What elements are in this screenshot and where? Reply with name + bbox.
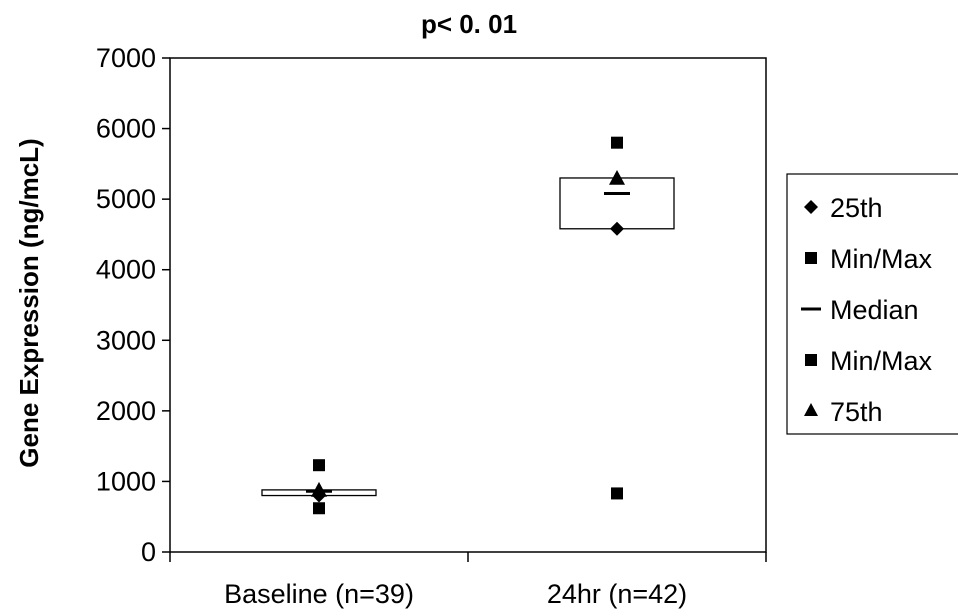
x-tick-label: 24hr (n=42) <box>547 579 687 609</box>
x-axis: Baseline (n=39) 24hr (n=42) <box>169 552 767 609</box>
y-tick-label: 1000 <box>96 466 156 496</box>
y-tick-label: 7000 <box>96 43 156 73</box>
max-marker <box>611 136 623 149</box>
y-axis-label: Gene Expression (ng/mcL) <box>14 138 44 467</box>
box-group <box>261 459 377 515</box>
legend-item: 25th <box>804 193 883 223</box>
legend-label: Min/Max <box>830 244 933 274</box>
legend-label: 75th <box>830 397 883 427</box>
legend-label: Min/Max <box>830 346 933 376</box>
legend-label: 25th <box>830 193 883 223</box>
min-marker <box>611 487 623 500</box>
plot-area <box>169 57 767 553</box>
legend-item: 75th <box>804 397 883 427</box>
boxes <box>261 136 675 515</box>
chart-title: p< 0. 01 <box>421 9 517 39</box>
y-tick-label: 4000 <box>96 255 156 285</box>
y-axis: 0 1000 2000 3000 4000 5000 6000 7000 <box>96 43 170 567</box>
box-group <box>559 136 675 500</box>
legend-label: Median <box>830 295 919 325</box>
max-marker <box>313 459 325 472</box>
y-tick-label: 0 <box>141 537 156 567</box>
p75-marker <box>311 481 327 497</box>
legend-item: Min/Max <box>805 244 933 274</box>
y-tick-label: 2000 <box>96 396 156 426</box>
legend-triangle-icon <box>804 403 818 416</box>
legend-item: Min/Max <box>805 346 933 376</box>
legend: 25th Min/Max Median Min/Max 75th <box>786 173 958 435</box>
legend-square-icon <box>805 252 817 264</box>
p75-marker <box>609 169 625 185</box>
y-tick-label: 3000 <box>96 325 156 355</box>
x-tick-label: Baseline (n=39) <box>224 579 414 609</box>
p25-marker <box>610 221 624 236</box>
legend-frame <box>786 173 958 435</box>
legend-diamond-icon <box>804 200 818 214</box>
legend-item: Median <box>801 295 919 325</box>
min-marker <box>313 502 325 515</box>
y-tick-label: 6000 <box>96 114 156 144</box>
legend-square-icon <box>805 354 817 366</box>
box-rect <box>559 177 675 230</box>
y-tick-label: 5000 <box>96 184 156 214</box>
